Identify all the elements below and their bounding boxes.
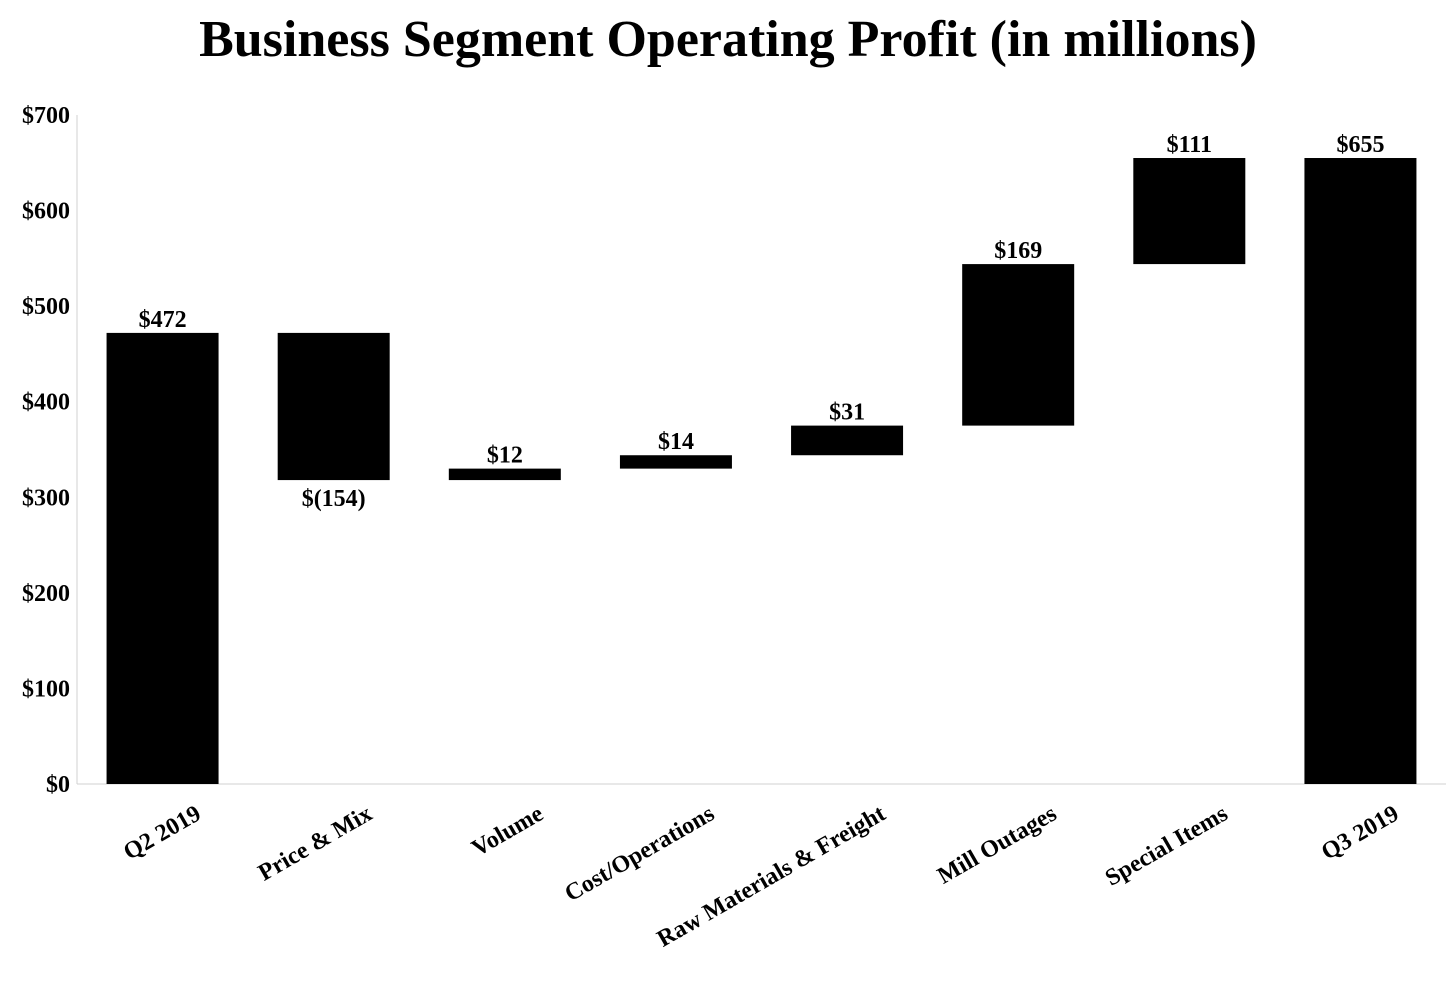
x-tick-label: Q3 2019 xyxy=(1317,801,1403,866)
y-tick-label: $100 xyxy=(22,676,70,702)
chart-title: Business Segment Operating Profit (in mi… xyxy=(199,11,1257,68)
axes xyxy=(76,115,1446,785)
x-axis-labels: Q2 2019 Price & Mix Volume Cost/OperationsR… xyxy=(119,801,1403,953)
data-label: $12 xyxy=(487,443,523,469)
data-labels: $472 $(154) $12 $14 $31 $169 $111 $655 xyxy=(139,132,1385,512)
y-tick-label: $300 xyxy=(22,485,70,511)
y-tick-label: $200 xyxy=(22,581,70,607)
data-label: $655 xyxy=(1336,132,1384,158)
x-tick-label: Volume xyxy=(467,801,548,863)
bar xyxy=(448,468,561,481)
bar xyxy=(277,332,390,481)
x-tick-label: Price & Mix xyxy=(254,801,377,887)
data-label: $472 xyxy=(139,307,187,333)
y-axis-ticks: $0 $100 $200 $300 $400 $500 $600 $700 xyxy=(22,103,70,798)
bar xyxy=(962,264,1075,426)
y-tick-label: $700 xyxy=(22,103,70,129)
x-tick-label: Cost/Operations xyxy=(560,801,718,908)
x-tick-label: Special Items xyxy=(1101,801,1232,892)
bar xyxy=(1304,158,1417,784)
data-label: $14 xyxy=(658,429,694,455)
y-tick-label: $500 xyxy=(22,294,70,320)
bar xyxy=(791,425,904,456)
data-label: $31 xyxy=(829,400,865,426)
y-tick-label: $600 xyxy=(22,199,70,225)
data-label: $169 xyxy=(994,238,1042,264)
y-tick-label: $0 xyxy=(46,772,70,798)
y-tick-label: $400 xyxy=(22,390,70,416)
bars xyxy=(106,158,1417,784)
data-label: $(154) xyxy=(302,486,366,512)
bar xyxy=(1133,158,1246,265)
bar xyxy=(619,455,732,469)
x-tick-label: Mill Outages xyxy=(933,801,1061,890)
x-tick-label: Q2 2019 xyxy=(119,801,205,866)
data-label: $111 xyxy=(1167,132,1212,158)
bar xyxy=(106,332,219,784)
